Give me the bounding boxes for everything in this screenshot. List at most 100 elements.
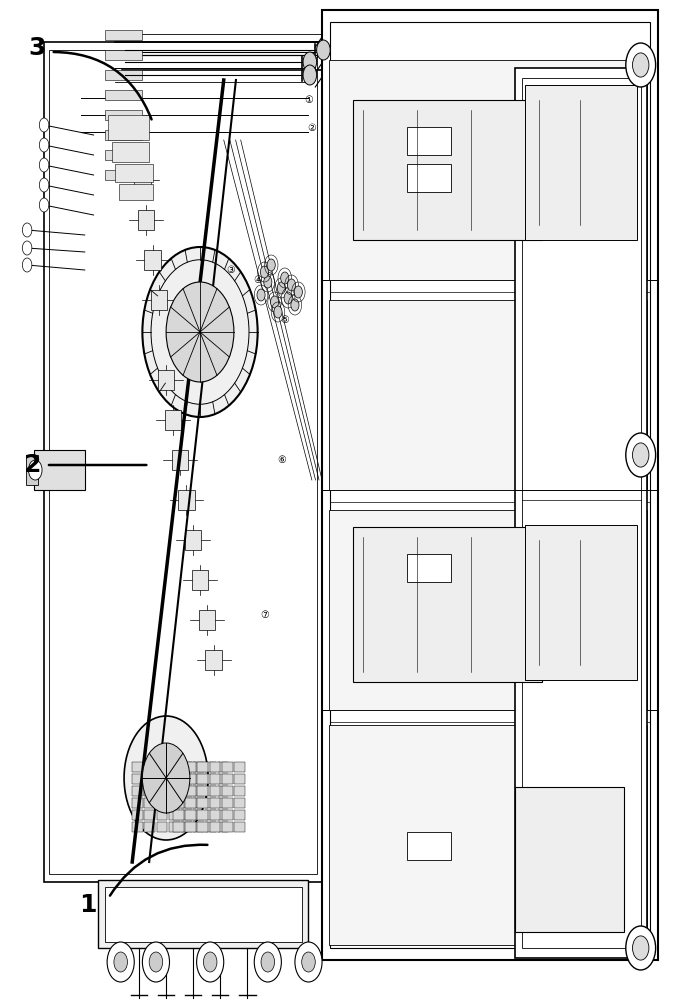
- Bar: [105, 70, 142, 80]
- Bar: [134, 170, 151, 190]
- Bar: [218, 774, 228, 784]
- Bar: [329, 300, 647, 490]
- Bar: [197, 786, 208, 796]
- Circle shape: [149, 952, 163, 972]
- Bar: [197, 798, 208, 808]
- Bar: [169, 762, 180, 772]
- Bar: [173, 762, 184, 772]
- Bar: [210, 810, 220, 820]
- Circle shape: [633, 936, 649, 960]
- Bar: [210, 798, 220, 808]
- Circle shape: [260, 266, 268, 278]
- Bar: [193, 810, 204, 820]
- Bar: [515, 787, 624, 932]
- Bar: [197, 774, 208, 784]
- Bar: [234, 810, 245, 820]
- Bar: [178, 490, 195, 510]
- Bar: [210, 774, 220, 784]
- Bar: [205, 822, 216, 832]
- Bar: [105, 50, 142, 60]
- Bar: [144, 786, 155, 796]
- Circle shape: [151, 260, 249, 404]
- Bar: [165, 410, 181, 430]
- Bar: [157, 762, 167, 772]
- Circle shape: [203, 952, 217, 972]
- Bar: [172, 450, 188, 470]
- Circle shape: [142, 247, 258, 417]
- Bar: [322, 10, 658, 960]
- Bar: [132, 786, 143, 796]
- Bar: [157, 822, 167, 832]
- Bar: [44, 42, 322, 882]
- Bar: [193, 786, 204, 796]
- Text: 3: 3: [28, 36, 46, 60]
- Bar: [407, 127, 451, 155]
- Bar: [112, 142, 149, 162]
- Bar: [185, 762, 196, 772]
- Bar: [353, 100, 542, 240]
- Bar: [144, 250, 161, 270]
- Bar: [169, 822, 180, 832]
- Bar: [185, 774, 196, 784]
- Bar: [132, 810, 143, 820]
- Bar: [105, 30, 142, 40]
- Bar: [173, 822, 184, 832]
- Text: ⑦: ⑦: [260, 610, 268, 620]
- Circle shape: [294, 286, 302, 298]
- Circle shape: [142, 942, 170, 982]
- Bar: [205, 810, 216, 820]
- Bar: [181, 762, 192, 772]
- Bar: [522, 78, 641, 948]
- Bar: [210, 762, 220, 772]
- Bar: [205, 786, 216, 796]
- Bar: [193, 774, 204, 784]
- Bar: [407, 554, 451, 582]
- Circle shape: [39, 138, 49, 152]
- Bar: [105, 170, 142, 180]
- Bar: [169, 774, 180, 784]
- Bar: [193, 822, 204, 832]
- Bar: [119, 184, 153, 200]
- Bar: [205, 650, 222, 670]
- Circle shape: [281, 272, 289, 284]
- Text: 1: 1: [79, 893, 97, 917]
- Circle shape: [142, 743, 190, 813]
- Circle shape: [257, 289, 265, 301]
- Bar: [138, 210, 154, 230]
- Circle shape: [271, 296, 279, 308]
- Bar: [234, 786, 245, 796]
- Bar: [151, 290, 167, 310]
- Circle shape: [39, 178, 49, 192]
- Bar: [173, 786, 184, 796]
- Bar: [105, 887, 302, 942]
- Bar: [132, 798, 143, 808]
- Circle shape: [39, 198, 49, 212]
- Text: 2: 2: [24, 453, 41, 477]
- Bar: [407, 832, 451, 860]
- Bar: [158, 370, 174, 390]
- Bar: [49, 50, 317, 874]
- Circle shape: [303, 65, 317, 85]
- Bar: [132, 774, 143, 784]
- Bar: [222, 822, 233, 832]
- Circle shape: [626, 43, 656, 87]
- Bar: [181, 774, 192, 784]
- Bar: [407, 164, 451, 192]
- Circle shape: [22, 241, 32, 255]
- Bar: [115, 164, 153, 182]
- Bar: [329, 60, 647, 280]
- Bar: [234, 822, 245, 832]
- Bar: [218, 798, 228, 808]
- Bar: [205, 774, 216, 784]
- Bar: [234, 762, 245, 772]
- Circle shape: [302, 952, 315, 972]
- Bar: [515, 68, 647, 958]
- Bar: [218, 762, 228, 772]
- Bar: [329, 725, 647, 945]
- Bar: [330, 22, 650, 948]
- Bar: [218, 810, 228, 820]
- Bar: [193, 798, 204, 808]
- Bar: [157, 810, 167, 820]
- Bar: [193, 762, 204, 772]
- Circle shape: [633, 53, 649, 77]
